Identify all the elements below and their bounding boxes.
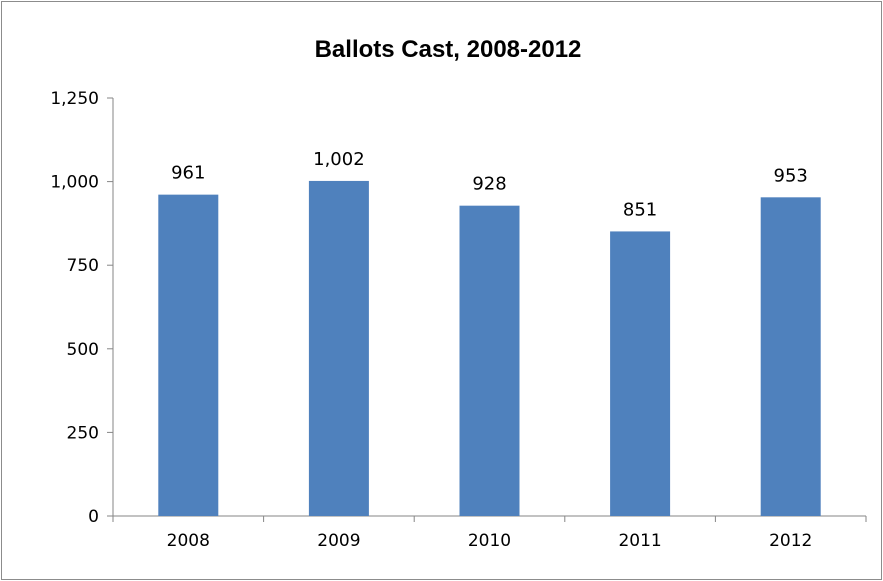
x-tick-label: 2012 xyxy=(769,531,812,551)
y-tick-label: 750 xyxy=(67,256,99,276)
bar xyxy=(610,231,671,516)
y-tick-label: 0 xyxy=(88,507,99,527)
y-tick-label: 1,250 xyxy=(50,89,99,109)
x-tick-label: 2011 xyxy=(618,531,661,551)
y-tick-label: 1,000 xyxy=(50,173,99,193)
data-label: 953 xyxy=(774,165,808,186)
bar xyxy=(158,194,219,516)
data-label: 851 xyxy=(623,199,657,220)
y-tick-label: 500 xyxy=(67,340,99,360)
data-label: 1,002 xyxy=(313,149,365,170)
bar xyxy=(308,180,369,516)
y-tick-label: 250 xyxy=(67,423,99,443)
x-tick-label: 2008 xyxy=(167,531,210,551)
bar xyxy=(459,205,520,516)
data-label: 928 xyxy=(472,174,506,195)
chart-title: Ballots Cast, 2008-2012 xyxy=(315,36,582,63)
x-tick-label: 2010 xyxy=(468,531,511,551)
x-tick-label: 2009 xyxy=(317,531,360,551)
plot-area: 0 250 500 750 1,000 1,250 961 2008 1,002 2009 928 2… xyxy=(50,89,867,551)
data-label: 961 xyxy=(171,163,205,184)
bar xyxy=(760,197,821,516)
